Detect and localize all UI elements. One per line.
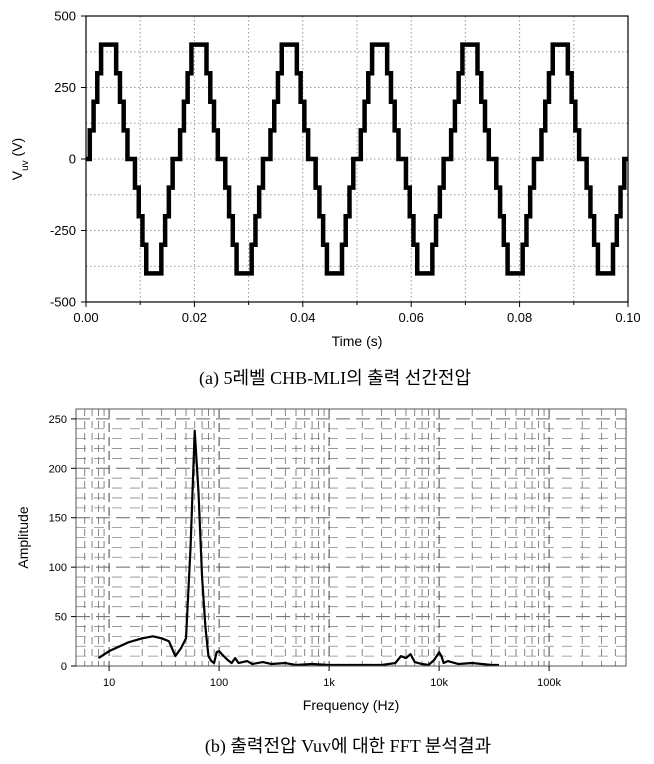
- x-tick-label-b: 100: [210, 677, 228, 689]
- ticks-b: 10 100 1k 10k 100k 0 50 100 150 200 250: [49, 414, 562, 689]
- y-tick-label-b: 50: [55, 612, 67, 624]
- y-axis-label-a: Vuv (V): [9, 138, 31, 180]
- y-tick-label-b: 250: [49, 414, 67, 426]
- y-tick-label-b: 100: [49, 562, 67, 574]
- ticks-a: 0.00 0.02 0.04 0.06 0.08 0.10 500 250 0 -250 -500: [50, 9, 641, 326]
- x-tick-label-b: 1k: [323, 677, 335, 689]
- x-axis-label-a: Time (s): [332, 333, 383, 349]
- x-tick-label-a: 0.06: [399, 310, 424, 325]
- y-tick-label-a: 250: [54, 80, 76, 95]
- x-tick-label-b: 10k: [430, 677, 448, 689]
- y-tick-label-b: 0: [61, 661, 67, 673]
- x-tick-label-a: 0.08: [507, 310, 532, 325]
- chart-b: 10 100 1k 10k 100k 0 50 100 150 200 250 Frequency …: [15, 408, 627, 757]
- series-vuv-line: [86, 42, 628, 276]
- y-tick-label-a: 500: [54, 9, 76, 24]
- y-tick-label-b: 150: [49, 513, 67, 525]
- y-axis-label-b: Amplitude: [15, 506, 31, 568]
- y-tick-label-b: 200: [49, 463, 67, 475]
- caption-a: (a) 5레벨 CHB-MLI의 출력 선간전압: [199, 368, 471, 389]
- chart-a: 0.00 0.02 0.04 0.06 0.08 0.105002500-250-500 …: [9, 9, 641, 390]
- y-tick-label-a: -500: [50, 295, 76, 310]
- series-fft-line: [97, 429, 499, 667]
- y-tick-label-a: 0: [69, 152, 76, 167]
- x-axis-label-b: Frequency (Hz): [303, 697, 399, 713]
- x-tick-label-b: 10: [103, 677, 115, 689]
- y-tick-label-a: -250: [50, 223, 76, 238]
- caption-b: (b) 출력전압 Vuv에 대한 FFT 분석결과: [205, 736, 491, 757]
- x-tick-label-a: 0.00: [73, 310, 98, 325]
- x-tick-label-a: 0.02: [182, 310, 207, 325]
- x-tick-label-b: 100k: [537, 677, 561, 689]
- x-tick-label-a: 0.10: [615, 310, 640, 325]
- plot-frame-b: [75, 408, 627, 667]
- x-tick-label-a: 0.04: [290, 310, 315, 325]
